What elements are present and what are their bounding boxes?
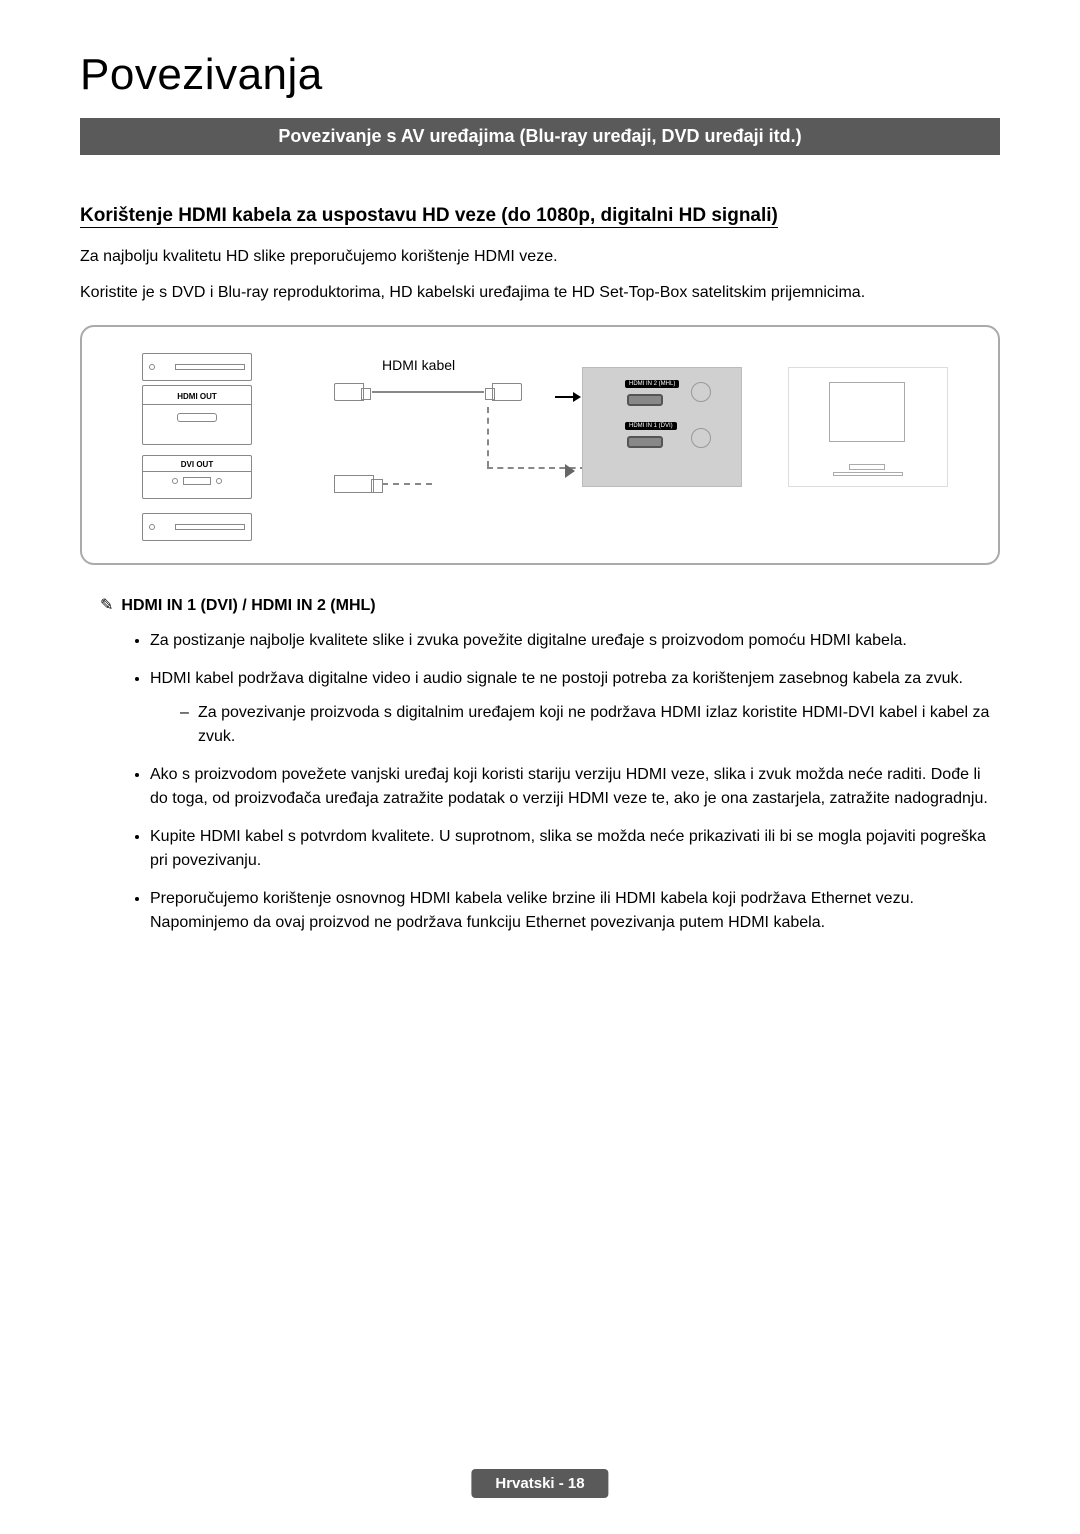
list-item: Preporučujemo korištenje osnovnog HDMI k… bbox=[150, 887, 990, 935]
dvi-out-device: DVI OUT bbox=[142, 455, 252, 499]
port-circle-icon bbox=[691, 382, 711, 402]
list-item: Ako s proizvodom povežete vanjski uređaj… bbox=[150, 763, 990, 811]
arrow-icon bbox=[555, 464, 575, 476]
hdmi-cable-icon bbox=[372, 391, 484, 393]
list-item: Za postizanje najbolje kvalitete slike i… bbox=[150, 629, 990, 653]
hdmi-in-1-label: HDMI IN 1 (DVI) bbox=[625, 422, 677, 430]
arrow-icon bbox=[555, 396, 579, 398]
hdmi-plug-left-icon bbox=[334, 383, 364, 401]
sub-heading: Korištenje HDMI kabela za uspostavu HD v… bbox=[80, 205, 1000, 227]
hdmi-out-device: HDMI OUT bbox=[142, 385, 252, 445]
intro-text-1: Za najbolju kvalitetu HD slike preporuču… bbox=[80, 245, 1000, 269]
hdmi-plug-right-icon bbox=[492, 383, 522, 401]
port-circle-icon bbox=[691, 428, 711, 448]
page-footer: Hrvatski - 18 bbox=[471, 1469, 608, 1498]
section-banner: Povezivanje s AV uređajima (Blu-ray uređ… bbox=[80, 118, 1000, 155]
hdmi-socket-icon bbox=[627, 436, 663, 448]
connection-diagram: HDMI OUT DVI OUT HDMI kabel HDMI IN 2 (M… bbox=[80, 325, 1000, 565]
dvi-plug-icon bbox=[334, 475, 374, 493]
list-item: Kupite HDMI kabel s potvrdom kvalitete. … bbox=[150, 825, 990, 873]
list-item-text: HDMI kabel podržava digitalne video i au… bbox=[150, 670, 963, 687]
dvi-cable-route bbox=[382, 483, 432, 485]
note-title: HDMI IN 1 (DVI) / HDMI IN 2 (MHL) bbox=[121, 597, 375, 615]
hdmi-socket-icon bbox=[627, 394, 663, 406]
hdmi-out-label: HDMI OUT bbox=[143, 392, 251, 405]
cable-route-vertical bbox=[487, 407, 489, 467]
list-item: HDMI kabel podržava digitalne video i au… bbox=[150, 667, 990, 749]
sub-list-item: Za povezivanje proizvoda s digitalnim ur… bbox=[180, 701, 990, 749]
dvi-out-label: DVI OUT bbox=[143, 460, 251, 472]
hdmi-in-2-label: HDMI IN 2 (MHL) bbox=[625, 380, 679, 388]
source-device-bottom bbox=[142, 513, 252, 541]
page-title: Povezivanja bbox=[80, 50, 1000, 100]
source-device-top bbox=[142, 353, 252, 381]
tv-back-panel: HDMI IN 2 (MHL) HDMI IN 1 (DVI) bbox=[582, 367, 742, 487]
bullet-list: Za postizanje najbolje kvalitete slike i… bbox=[150, 629, 1000, 935]
note-heading: ✎ HDMI IN 1 (DVI) / HDMI IN 2 (MHL) bbox=[100, 595, 1000, 615]
hdmi-cable-label: HDMI kabel bbox=[382, 357, 455, 373]
note-icon: ✎ bbox=[100, 595, 113, 615]
intro-text-2: Koristite je s DVD i Blu-ray reproduktor… bbox=[80, 281, 1000, 305]
monitor-icon bbox=[788, 367, 948, 487]
